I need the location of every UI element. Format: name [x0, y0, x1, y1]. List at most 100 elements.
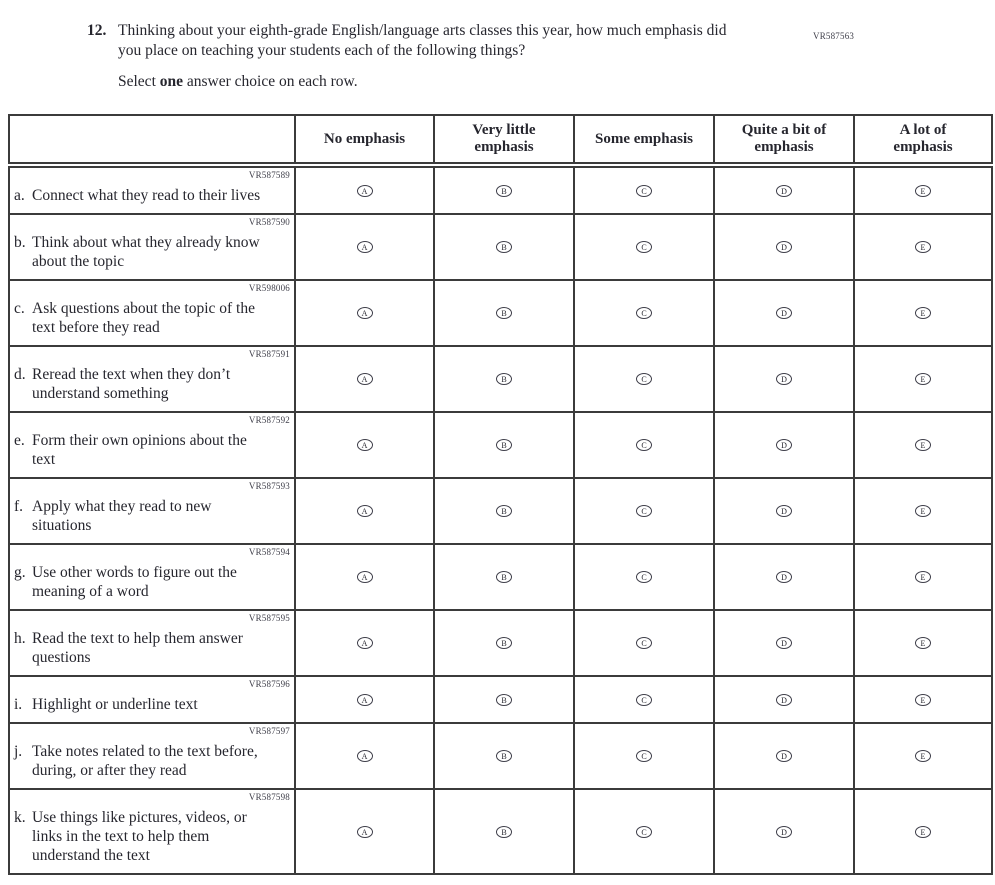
answer-bubble-e[interactable]: E: [915, 184, 931, 197]
row-label: Take notes related to the text before, d…: [32, 743, 258, 779]
answer-bubble-a[interactable]: A: [356, 571, 373, 584]
answer-bubble-b[interactable]: B: [496, 693, 512, 706]
table-row: VR587589 a. Connect what they read to th…: [8, 164, 993, 215]
row-letter: a.: [14, 187, 25, 204]
option-cell-a-lot-of-emphasis: E: [853, 279, 993, 347]
answer-bubble-b[interactable]: B: [496, 825, 512, 838]
answer-bubble-b[interactable]: B: [496, 373, 512, 386]
answer-bubble-c[interactable]: C: [636, 750, 652, 763]
row-variable-code: VR587593: [248, 481, 290, 491]
row-letter: f.: [14, 498, 24, 515]
answer-bubble-d[interactable]: D: [776, 693, 792, 706]
answer-bubble-d[interactable]: D: [776, 184, 792, 197]
option-cell-quite-a-bit-of-emphasis: D: [713, 345, 855, 413]
answer-bubble-d[interactable]: D: [776, 505, 792, 518]
answer-bubble-b[interactable]: B: [496, 307, 512, 320]
answer-bubble-c[interactable]: C: [636, 307, 652, 320]
question-text: Thinking about your eighth-grade English…: [118, 22, 727, 59]
row-stem-cell: VR587596 i. Highlight or underline text: [8, 675, 296, 724]
table-row: VR587593 f. Apply what they read to new …: [8, 477, 993, 545]
row-variable-code: VR587589: [248, 170, 290, 180]
option-cell-some-emphasis: C: [573, 411, 715, 479]
answer-bubble-b[interactable]: B: [496, 184, 512, 197]
answer-bubble-a[interactable]: A: [356, 373, 373, 386]
answer-bubble-c[interactable]: C: [636, 241, 652, 254]
answer-bubble-e[interactable]: E: [915, 750, 931, 763]
answer-bubble-c[interactable]: C: [636, 637, 652, 650]
row-label: Use things like pictures, videos, or lin…: [32, 809, 247, 864]
answer-bubble-d[interactable]: D: [776, 307, 792, 320]
answer-bubble-a[interactable]: A: [356, 693, 373, 706]
answer-bubble-d[interactable]: D: [776, 571, 792, 584]
answer-bubble-a[interactable]: A: [356, 184, 373, 197]
option-cell-very-little-emphasis: B: [433, 411, 575, 479]
row-label: Read the text to help them answer questi…: [32, 630, 243, 666]
row-label: Use other words to figure out the meanin…: [32, 564, 237, 600]
question-block: 12. Thinking about your eighth-grade Eng…: [87, 21, 995, 91]
option-cell-quite-a-bit-of-emphasis: D: [713, 788, 855, 875]
answer-bubble-b[interactable]: B: [496, 750, 512, 763]
option-cell-some-emphasis: C: [573, 477, 715, 545]
table-row: VR587597 j. Take notes related to the te…: [8, 722, 993, 790]
row-stem-cell: VR587589 a. Connect what they read to th…: [8, 164, 296, 215]
option-cell-quite-a-bit-of-emphasis: D: [713, 675, 855, 724]
answer-bubble-e[interactable]: E: [915, 637, 931, 650]
answer-bubble-d[interactable]: D: [776, 637, 792, 650]
answer-bubble-b[interactable]: B: [496, 571, 512, 584]
row-variable-code: VR587595: [248, 613, 290, 623]
answer-bubble-d[interactable]: D: [776, 241, 792, 254]
option-cell-some-emphasis: C: [573, 279, 715, 347]
answer-bubble-b[interactable]: B: [496, 241, 512, 254]
option-cell-no-emphasis: A: [294, 788, 435, 875]
header-blank-cell: [8, 114, 296, 168]
answer-bubble-c[interactable]: C: [636, 571, 652, 584]
answer-bubble-e[interactable]: E: [915, 825, 931, 838]
answer-bubble-a[interactable]: A: [356, 241, 373, 254]
option-cell-a-lot-of-emphasis: E: [853, 411, 993, 479]
option-cell-very-little-emphasis: B: [433, 722, 575, 790]
answer-bubble-e[interactable]: E: [915, 693, 931, 706]
answer-bubble-d[interactable]: D: [776, 750, 792, 763]
answer-bubble-a[interactable]: A: [356, 825, 373, 838]
answer-bubble-c[interactable]: C: [636, 693, 652, 706]
answer-bubble-e[interactable]: E: [915, 571, 931, 584]
answer-bubble-a[interactable]: A: [356, 637, 373, 650]
answer-bubble-e[interactable]: E: [915, 307, 931, 320]
option-cell-quite-a-bit-of-emphasis: D: [713, 213, 855, 281]
answer-bubble-d[interactable]: D: [776, 373, 792, 386]
option-cell-no-emphasis: A: [294, 164, 435, 215]
option-cell-some-emphasis: C: [573, 543, 715, 611]
option-cell-some-emphasis: C: [573, 213, 715, 281]
answer-bubble-d[interactable]: D: [776, 825, 792, 838]
option-cell-some-emphasis: C: [573, 164, 715, 215]
answer-bubble-d[interactable]: D: [776, 439, 792, 452]
answer-bubble-a[interactable]: A: [356, 505, 373, 518]
column-header-quite-a-bit-of-emphasis: Quite a bit of emphasis: [713, 114, 855, 168]
answer-bubble-b[interactable]: B: [496, 439, 512, 452]
row-variable-code: VR587590: [248, 217, 290, 227]
table-row: VR587591 d. Reread the text when they do…: [8, 345, 993, 413]
answer-bubble-b[interactable]: B: [496, 505, 512, 518]
emphasis-matrix-table: No emphasis Very little emphasis Some em…: [8, 114, 993, 875]
answer-bubble-a[interactable]: A: [356, 307, 373, 320]
answer-bubble-e[interactable]: E: [915, 439, 931, 452]
answer-bubble-c[interactable]: C: [636, 825, 652, 838]
answer-bubble-c[interactable]: C: [636, 184, 652, 197]
option-cell-no-emphasis: A: [294, 722, 435, 790]
instruction-prefix: Select: [118, 73, 160, 90]
answer-bubble-e[interactable]: E: [915, 373, 931, 386]
option-cell-some-emphasis: C: [573, 675, 715, 724]
row-stem-cell: VR598006 c. Ask questions about the topi…: [8, 279, 296, 347]
answer-bubble-a[interactable]: A: [356, 750, 373, 763]
row-label: Reread the text when they don’t understa…: [32, 366, 231, 402]
answer-bubble-e[interactable]: E: [915, 241, 931, 254]
answer-bubble-a[interactable]: A: [356, 439, 373, 452]
answer-bubble-b[interactable]: B: [496, 637, 512, 650]
answer-bubble-e[interactable]: E: [915, 505, 931, 518]
answer-bubble-c[interactable]: C: [636, 505, 652, 518]
answer-bubble-c[interactable]: C: [636, 439, 652, 452]
answer-bubble-c[interactable]: C: [636, 373, 652, 386]
row-label: Form their own opinions about the text: [32, 432, 247, 468]
row-letter: h.: [14, 630, 26, 647]
question-number: 12.: [87, 22, 107, 39]
